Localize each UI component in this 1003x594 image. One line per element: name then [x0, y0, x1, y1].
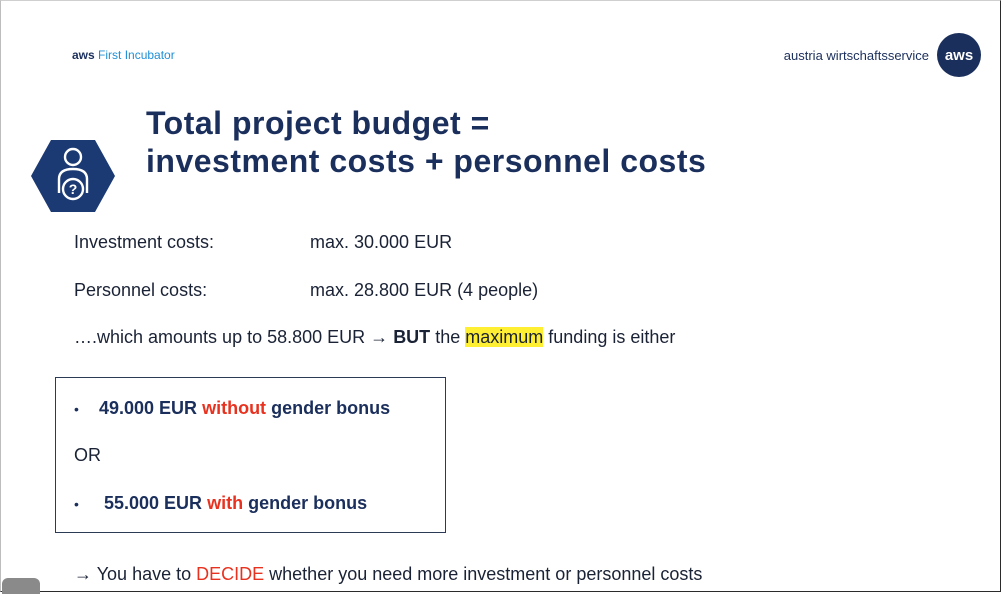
- personnel-costs-label: Personnel costs:: [74, 280, 208, 300]
- svg-text:?: ?: [69, 181, 78, 197]
- decide-line: → You have to DECIDE whether you need mo…: [74, 564, 702, 585]
- decide-keyword: DECIDE: [196, 564, 265, 584]
- decide-prefix: You have to: [96, 564, 192, 584]
- or-text: OR: [74, 445, 101, 465]
- option2-keyword: with: [207, 493, 244, 513]
- personnel-costs-row: Personnel costs: max. 28.800 EUR (4 peop…: [74, 280, 538, 301]
- brand-aws-bold: aws: [72, 48, 95, 62]
- slide-title: Total project budget = investment costs …: [146, 104, 706, 180]
- investment-costs-label: Investment costs:: [74, 232, 215, 252]
- summary-arrow: →: [370, 327, 389, 347]
- summary-the: the: [435, 327, 461, 347]
- option1-text: 49.000 EUR without gender bonus: [99, 398, 390, 419]
- option2-text: 55.000 EUR with gender bonus: [104, 493, 367, 514]
- summary-but: BUT: [393, 327, 431, 347]
- option2-bullet: •: [74, 496, 79, 512]
- summary-suffix: funding is either: [548, 327, 676, 347]
- summary-highlight-maximum: maximum: [465, 327, 544, 347]
- option1-keyword: without: [202, 398, 267, 418]
- option1-bullet: •: [74, 401, 79, 417]
- funding-options-box: • 49.000 EUR without gender bonus OR • 5…: [55, 377, 446, 533]
- investment-costs-row: Investment costs: max. 30.000 EUR: [74, 232, 452, 253]
- option2-amount: 55.000 EUR: [104, 493, 203, 513]
- investment-costs-value: max. 30.000 EUR: [310, 232, 453, 252]
- brand-first-incubator: aws First Incubator: [72, 48, 175, 62]
- decide-suffix: whether you need more investment or pers…: [269, 564, 703, 584]
- decide-arrow: →: [74, 564, 92, 584]
- brand-austria-wirtschaftsservice: austria wirtschaftsservice aws: [784, 33, 981, 77]
- aws-logo: aws: [937, 33, 981, 77]
- title-line-1: Total project budget =: [146, 105, 490, 141]
- viewer-corner-tab[interactable]: [2, 578, 40, 594]
- person-question-icon: ?: [31, 140, 115, 212]
- brand-first-incubator-text: First Incubator: [98, 48, 175, 62]
- option1-amount: 49.000 EUR: [99, 398, 198, 418]
- brand-right-text: austria wirtschaftsservice: [783, 47, 929, 63]
- title-line-2: investment costs + personnel costs: [146, 143, 707, 179]
- summary-line: ….which amounts up to 58.800 EUR → BUT t…: [74, 327, 675, 348]
- option2-rest: gender bonus: [248, 493, 368, 513]
- option1-rest: gender bonus: [271, 398, 391, 418]
- summary-prefix: ….which amounts up to 58.800 EUR: [74, 327, 366, 347]
- personnel-costs-value: max. 28.800 EUR (4 people): [310, 280, 539, 300]
